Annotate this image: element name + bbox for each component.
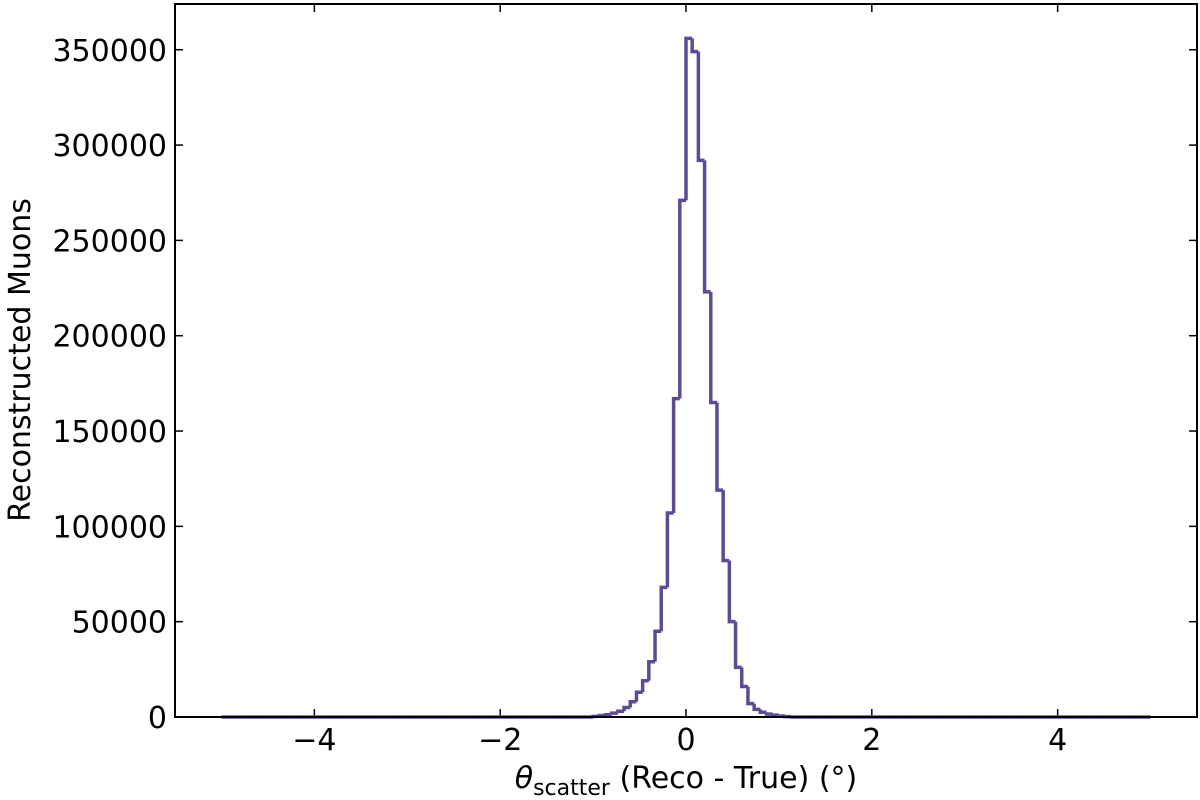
histogram-bin — [733, 621, 742, 670]
histogram-bin — [671, 396, 680, 514]
x-axis-label-text: (Reco - True) (°) — [610, 761, 857, 796]
histogram-bin — [653, 629, 662, 662]
histogram-bin — [777, 714, 786, 718]
histogram-bin — [727, 560, 736, 624]
histogram-bin — [603, 712, 612, 717]
y-tick-label: 300000 — [52, 129, 167, 164]
y-tick-label: 350000 — [52, 34, 167, 69]
y-tick-label: 150000 — [52, 415, 167, 450]
y-axis-label: Reconstructed Muons — [3, 198, 38, 522]
x-tick-label: −2 — [478, 723, 522, 758]
histogram-bin — [709, 291, 717, 405]
histogram-bin — [702, 160, 711, 294]
x-tick-label: 4 — [1048, 723, 1067, 758]
x-tick-label: −4 — [292, 723, 336, 758]
histogram-bin — [647, 659, 656, 681]
histogram-bin — [721, 490, 730, 563]
histogram-bin — [696, 51, 705, 163]
histogram-bin — [690, 38, 699, 54]
histogram-bin — [770, 713, 779, 717]
y-tick-label: 0 — [148, 701, 167, 736]
histogram-bin — [758, 709, 767, 714]
histogram-bin — [684, 36, 693, 201]
histogram-bin — [764, 712, 773, 716]
x-tick-label: 0 — [676, 723, 695, 758]
histogram-bin — [665, 511, 674, 588]
x-axis-label-subscript: scatter — [533, 776, 611, 800]
histogram-bin — [752, 703, 761, 712]
histogram-bin — [659, 585, 668, 632]
histogram-bin — [739, 667, 748, 689]
histogram-bin — [609, 711, 618, 715]
histogram-bin — [634, 690, 643, 702]
histogram-bin — [715, 402, 724, 492]
y-tick-label: 200000 — [52, 320, 167, 355]
histogram-bin — [678, 198, 686, 399]
histogram-bin — [628, 699, 637, 708]
histogram-bin — [640, 679, 649, 693]
histogram-bin — [622, 705, 631, 712]
x-axis-label: θscatter (Reco - True) (°) — [515, 761, 858, 800]
y-tick-label: 100000 — [52, 510, 167, 545]
histogram-bin — [746, 686, 755, 706]
y-tick-label: 250000 — [52, 224, 167, 259]
x-tick-label: 2 — [862, 723, 881, 758]
y-tick-label: 50000 — [72, 606, 167, 641]
histogram-bin — [616, 709, 625, 714]
plot-frame — [174, 3, 1198, 718]
x-axis-label-symbol: θ — [515, 761, 533, 796]
